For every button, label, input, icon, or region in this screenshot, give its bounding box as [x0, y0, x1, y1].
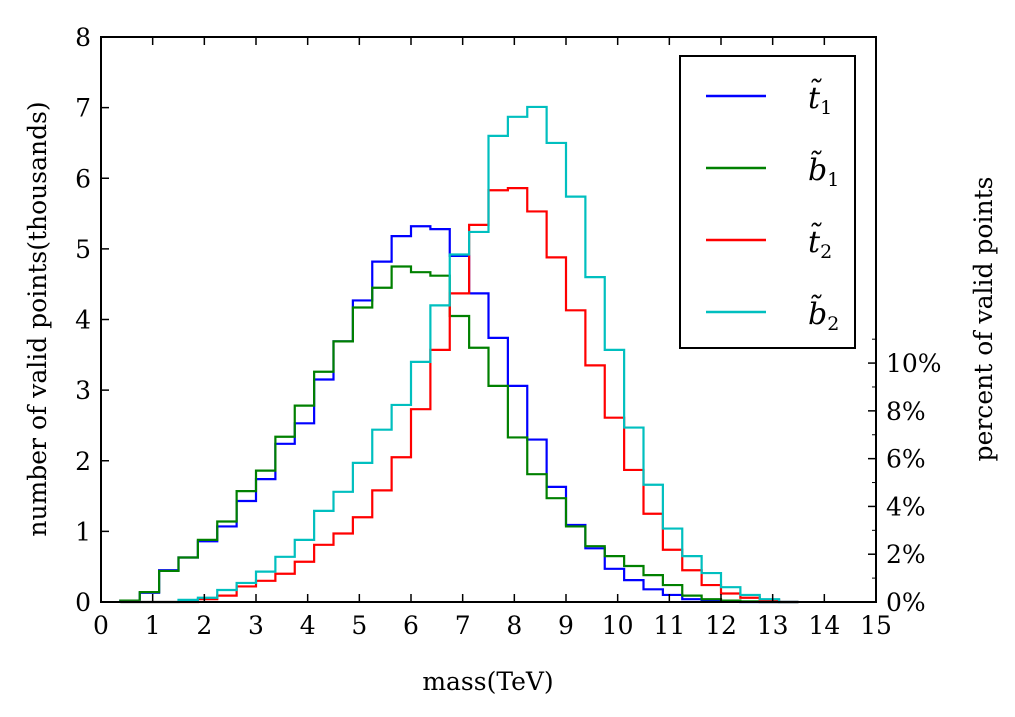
- y-tick-label: 4: [75, 306, 91, 335]
- y-tick-label: 7: [75, 94, 91, 123]
- series-line-1: [119, 225, 799, 604]
- legend-items: t̃1 b̃1 t̃2 b̃2: [706, 78, 839, 335]
- y-tick-label: 3: [75, 376, 91, 405]
- axes-ticks: 0 1 2 3 4 5 6 7 8 9 10 11 12 13 14 150123456780%2%4%6%8…: [75, 23, 941, 640]
- x-tick-label: 13: [757, 611, 789, 640]
- x-axis-title: mass(TeV): [422, 667, 553, 696]
- legend-box: [679, 55, 856, 349]
- x-tick-label: 9: [558, 611, 574, 640]
- legend-label-3: t̃2: [808, 222, 832, 263]
- y2-tick-label: 8%: [886, 397, 926, 426]
- x-tick-label: 5: [351, 611, 367, 640]
- series-layer: [119, 105, 799, 604]
- y2-axis-title: percent of valid points: [969, 177, 998, 462]
- x-tick-label: 7: [455, 611, 471, 640]
- x-tick-label: 14: [808, 611, 840, 640]
- y-tick-label: 1: [75, 517, 91, 546]
- x-tick-label: 6: [403, 611, 419, 640]
- y-tick-label: 8: [75, 23, 91, 52]
- y-tick-label: 5: [75, 235, 91, 264]
- y2-tick-label: 6%: [886, 445, 926, 474]
- x-tick-label: 4: [300, 611, 316, 640]
- legend-label-1: t̃1: [808, 78, 832, 119]
- y2-tick-label: 2%: [886, 540, 926, 569]
- x-tick-label: 3: [248, 611, 264, 640]
- legend-label-4: b̃2: [808, 294, 839, 335]
- x-tick-label: 10: [602, 611, 634, 640]
- legend: t̃1 b̃1 t̃2 b̃2: [679, 55, 856, 349]
- x-tick-label: 8: [506, 611, 522, 640]
- x-tick-label: 0: [93, 611, 109, 640]
- x-tick-label: 11: [653, 611, 685, 640]
- y-tick-label: 6: [75, 164, 91, 193]
- series-line-4: [120, 105, 799, 604]
- legend-label-2: b̃1: [808, 150, 839, 191]
- y2-tick-label: 0%: [886, 588, 926, 617]
- y2-tick-label: 4%: [886, 492, 926, 521]
- y-tick-label: 0: [75, 588, 91, 617]
- x-tick-label: 1: [145, 611, 161, 640]
- y2-tick-label: 10%: [886, 349, 942, 378]
- x-tick-label: 15: [860, 611, 892, 640]
- y-tick-label: 2: [75, 447, 91, 476]
- x-tick-label: 2: [196, 611, 212, 640]
- y-axis-title: number of valid points(thousands): [23, 101, 52, 536]
- x-tick-label: 12: [705, 611, 737, 640]
